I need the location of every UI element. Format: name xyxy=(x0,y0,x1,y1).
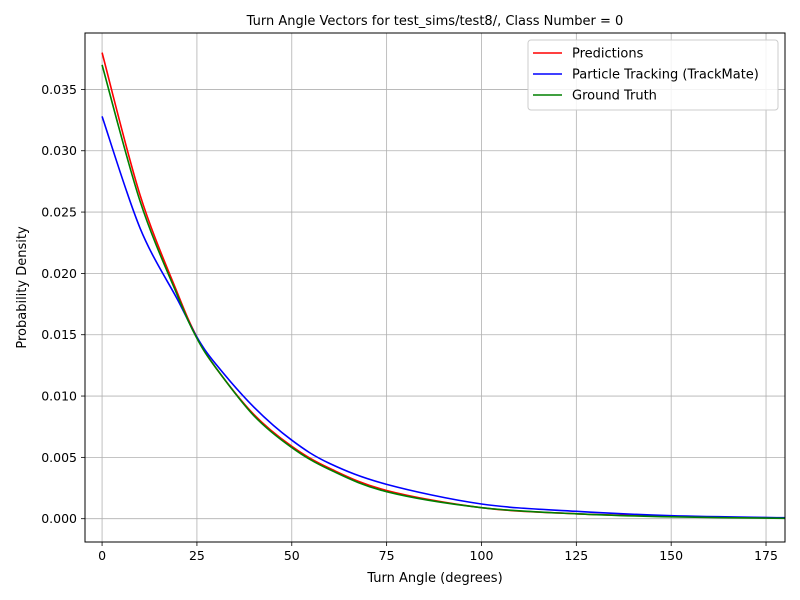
y-tick-label: 0.010 xyxy=(41,389,77,404)
x-axis-label: Turn Angle (degrees) xyxy=(366,571,502,586)
axis-ticks: 0 25 50 75 100 125 150 175 0.000 0.005 0.010 0.015 0… xyxy=(41,82,778,563)
y-tick-label: 0.025 xyxy=(41,205,77,220)
y-tick-label: 0.020 xyxy=(41,266,77,281)
y-tick-label: 0.030 xyxy=(41,143,77,158)
x-tick-label: 75 xyxy=(379,548,395,563)
y-axis-label: Probability Density xyxy=(15,226,30,349)
y-tick-label: 0.035 xyxy=(41,82,77,97)
grid-lines xyxy=(85,33,785,542)
y-tick-label: 0.005 xyxy=(41,450,77,465)
legend-label-predictions: Predictions xyxy=(572,47,644,62)
legend-label-ground-truth: Ground Truth xyxy=(572,89,657,104)
x-tick-label: 0 xyxy=(98,548,106,563)
series-group xyxy=(101,52,785,520)
legend-box xyxy=(527,39,779,111)
legend-label-particle-tracking-trackmate: Particle Tracking (TrackMate) xyxy=(572,68,759,83)
y-tick-label: 0.015 xyxy=(41,327,77,342)
x-tick-label: 100 xyxy=(470,548,494,563)
chart-title: Turn Angle Vectors for test_sims/test8/,… xyxy=(246,14,624,29)
x-tick-label: 50 xyxy=(284,548,300,563)
series-line-particle-tracking-trackmate xyxy=(101,116,785,519)
series-line-ground-truth xyxy=(101,64,785,520)
y-tick-label: 0.000 xyxy=(41,511,77,526)
plot-frame xyxy=(84,32,786,543)
x-tick-label: 175 xyxy=(754,548,778,563)
x-tick-label: 25 xyxy=(189,548,205,563)
x-tick-label: 125 xyxy=(564,548,588,563)
x-tick-label: 150 xyxy=(659,548,683,563)
legend: Predictions Particle Tracking (TrackMate)… xyxy=(527,39,779,111)
